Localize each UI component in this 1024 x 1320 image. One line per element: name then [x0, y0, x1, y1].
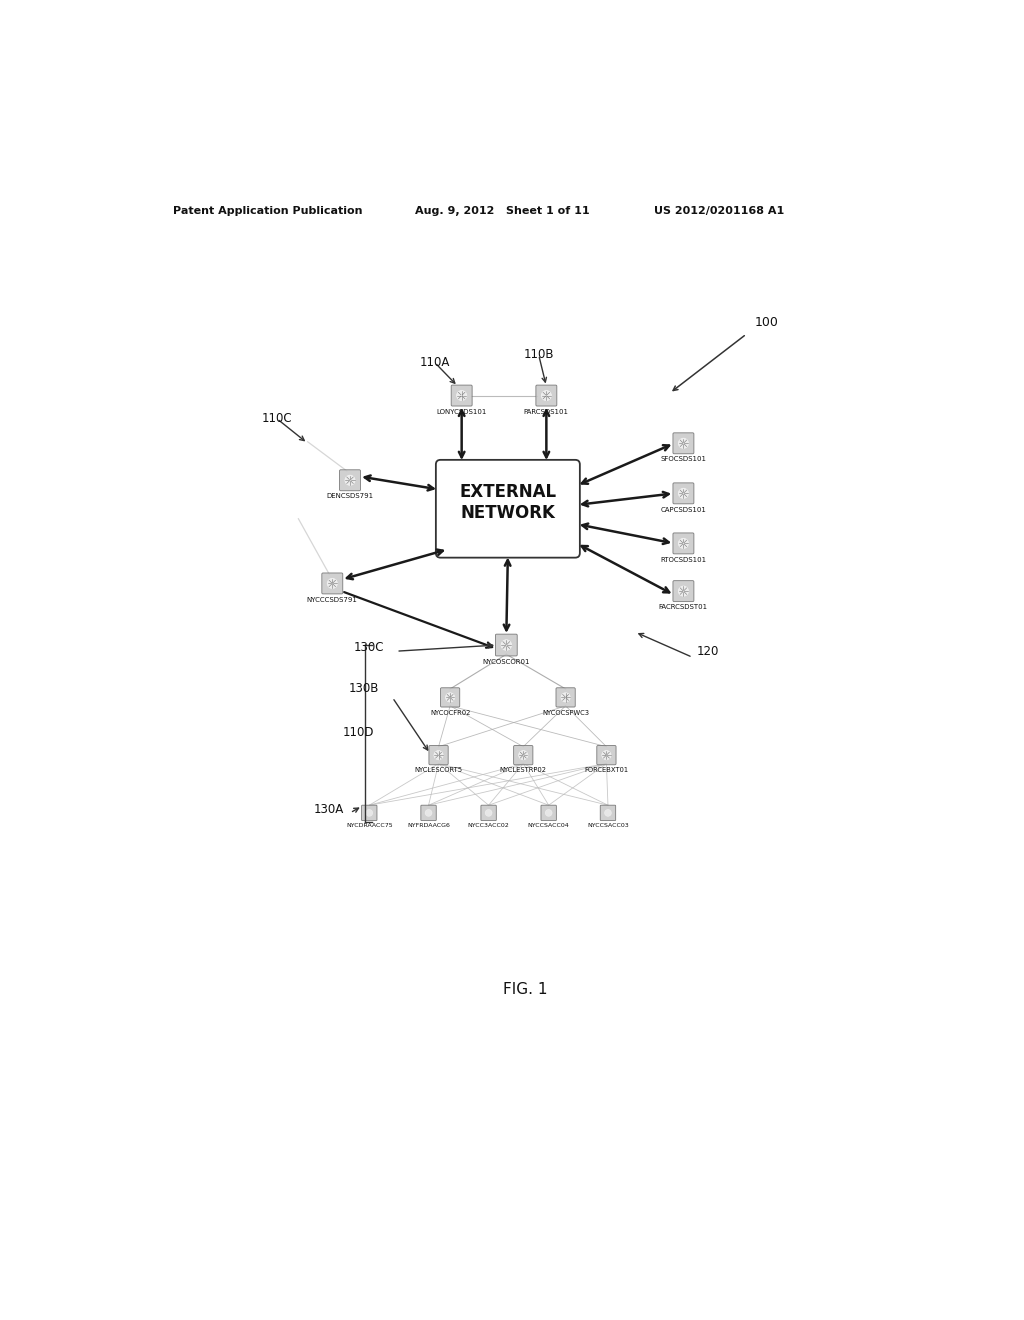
FancyBboxPatch shape	[673, 433, 694, 454]
Text: 100: 100	[755, 317, 778, 329]
Circle shape	[328, 578, 338, 589]
Circle shape	[345, 475, 355, 486]
Circle shape	[366, 809, 373, 816]
Circle shape	[545, 809, 552, 816]
FancyBboxPatch shape	[541, 805, 556, 821]
Circle shape	[604, 809, 611, 816]
FancyBboxPatch shape	[421, 805, 436, 821]
Text: RTOCSDS101: RTOCSDS101	[660, 557, 707, 562]
FancyBboxPatch shape	[673, 483, 694, 504]
FancyBboxPatch shape	[340, 470, 360, 491]
Circle shape	[434, 751, 443, 760]
Text: FACRCSDST01: FACRCSDST01	[658, 605, 708, 610]
Text: NYCLESCORT5: NYCLESCORT5	[415, 767, 463, 774]
Text: NYCCSACC04: NYCCSACC04	[527, 822, 569, 828]
Text: DENCSDS791: DENCSDS791	[327, 494, 374, 499]
Circle shape	[445, 693, 455, 702]
Circle shape	[678, 586, 688, 597]
Text: Patent Application Publication: Patent Application Publication	[173, 206, 362, 215]
FancyBboxPatch shape	[600, 805, 615, 821]
Text: NYCOSCOR01: NYCOSCOR01	[482, 659, 530, 665]
Text: US 2012/0201168 A1: US 2012/0201168 A1	[654, 206, 784, 215]
Circle shape	[561, 693, 570, 702]
Circle shape	[457, 391, 467, 401]
Circle shape	[485, 809, 493, 816]
Circle shape	[678, 488, 688, 499]
Circle shape	[678, 438, 688, 449]
Text: NYCDRAACC75: NYCDRAACC75	[346, 822, 392, 828]
Text: NYCCSACC03: NYCCSACC03	[587, 822, 629, 828]
Text: NYCCCSDS791: NYCCCSDS791	[307, 597, 357, 603]
Text: 110D: 110D	[343, 726, 375, 739]
FancyBboxPatch shape	[556, 688, 575, 708]
Text: FIG. 1: FIG. 1	[503, 982, 547, 998]
Text: 110A: 110A	[420, 356, 450, 370]
Text: NYCOCFR02: NYCOCFR02	[430, 710, 470, 715]
Text: NYCLESTRP02: NYCLESTRP02	[500, 767, 547, 774]
FancyBboxPatch shape	[673, 533, 694, 554]
Circle shape	[542, 391, 552, 401]
FancyBboxPatch shape	[440, 688, 460, 708]
Text: Aug. 9, 2012   Sheet 1 of 11: Aug. 9, 2012 Sheet 1 of 11	[416, 206, 590, 215]
Circle shape	[425, 809, 432, 816]
FancyBboxPatch shape	[597, 746, 616, 764]
Text: PARCSDS101: PARCSDS101	[524, 409, 569, 414]
Text: NYFRDAACG6: NYFRDAACG6	[408, 822, 450, 828]
FancyBboxPatch shape	[496, 634, 517, 656]
FancyBboxPatch shape	[673, 581, 694, 602]
Circle shape	[518, 751, 528, 760]
Text: 110C: 110C	[261, 412, 292, 425]
FancyBboxPatch shape	[514, 746, 532, 764]
Text: LONYCSDS101: LONYCSDS101	[436, 409, 486, 414]
Circle shape	[602, 751, 611, 760]
Text: 120: 120	[696, 645, 719, 659]
Text: NYCOCSPWC3: NYCOCSPWC3	[542, 710, 589, 715]
Circle shape	[501, 640, 512, 651]
FancyBboxPatch shape	[322, 573, 343, 594]
Text: 130C: 130C	[354, 642, 384, 655]
Text: CAPCSDS101: CAPCSDS101	[660, 507, 707, 512]
Text: EXTERNAL
NETWORK: EXTERNAL NETWORK	[460, 483, 556, 521]
FancyBboxPatch shape	[536, 385, 557, 407]
FancyBboxPatch shape	[429, 746, 449, 764]
FancyBboxPatch shape	[481, 805, 497, 821]
Text: FORCEBXT01: FORCEBXT01	[585, 767, 629, 774]
Text: 130A: 130A	[313, 803, 344, 816]
FancyBboxPatch shape	[436, 459, 580, 557]
Text: 110B: 110B	[523, 348, 554, 362]
FancyBboxPatch shape	[452, 385, 472, 407]
Circle shape	[678, 539, 688, 549]
Text: 130B: 130B	[348, 682, 379, 696]
Text: SFOCSDS101: SFOCSDS101	[660, 457, 707, 462]
FancyBboxPatch shape	[361, 805, 377, 821]
Text: NYCC3ACC02: NYCC3ACC02	[468, 822, 510, 828]
